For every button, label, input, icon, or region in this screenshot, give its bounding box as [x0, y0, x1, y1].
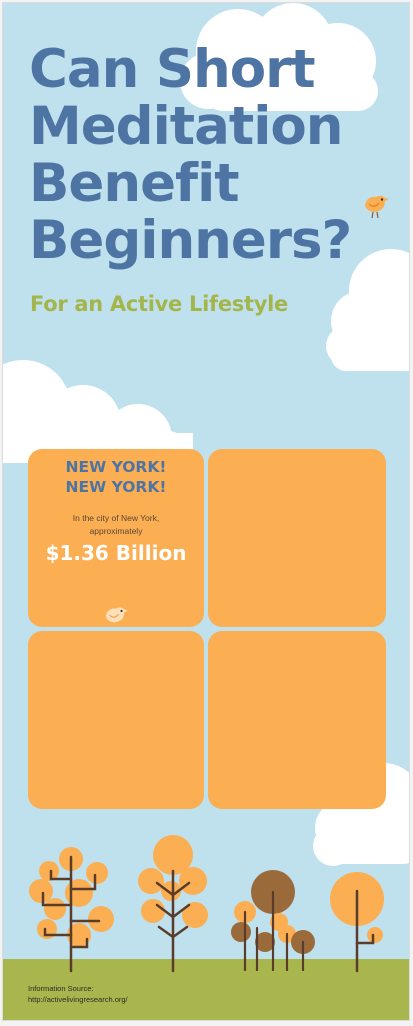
subtitle: For an Active Lifestyle — [30, 292, 288, 316]
panel-text-line: approximately — [89, 526, 143, 536]
fact-panel — [28, 631, 204, 809]
panel-heading-line: NEW YORK! — [65, 458, 167, 476]
cloud-icon — [180, 3, 378, 111]
title-line: Can Short — [29, 39, 316, 100]
cloud-icon — [3, 360, 193, 463]
cloud-icon — [326, 249, 409, 371]
panel-heading-line: NEW YORK! — [65, 478, 167, 496]
panel-text-line: In the city of New York, — [72, 513, 160, 523]
source-label: Information Source: — [28, 984, 94, 993]
tree-icon — [330, 872, 384, 973]
fact-panel — [208, 631, 386, 809]
tree-icon — [29, 847, 114, 973]
fact-panel — [208, 449, 386, 627]
panel-amount: $1.36 Billion — [45, 541, 187, 565]
page-title: Can Short Meditation Benefit Beginners? — [29, 39, 352, 271]
fact-panel-new-york: NEW YORK! NEW YORK! In the city of New Y… — [28, 449, 204, 627]
source-note: Information Source: http://activelivingr… — [28, 983, 128, 1005]
panel-description: In the city of New York, approximately — [28, 512, 204, 538]
title-line: Meditation — [29, 96, 344, 157]
tree-icon — [231, 870, 315, 972]
bird-icon — [365, 195, 389, 219]
bird-icon — [105, 607, 128, 623]
title-line: Beginners? — [29, 210, 352, 271]
panel-heading: NEW YORK! NEW YORK! — [28, 457, 204, 497]
title-line: Benefit — [29, 153, 240, 214]
tree-icon — [138, 835, 208, 973]
source-url: http://activelivingresearch.org/ — [28, 995, 128, 1004]
